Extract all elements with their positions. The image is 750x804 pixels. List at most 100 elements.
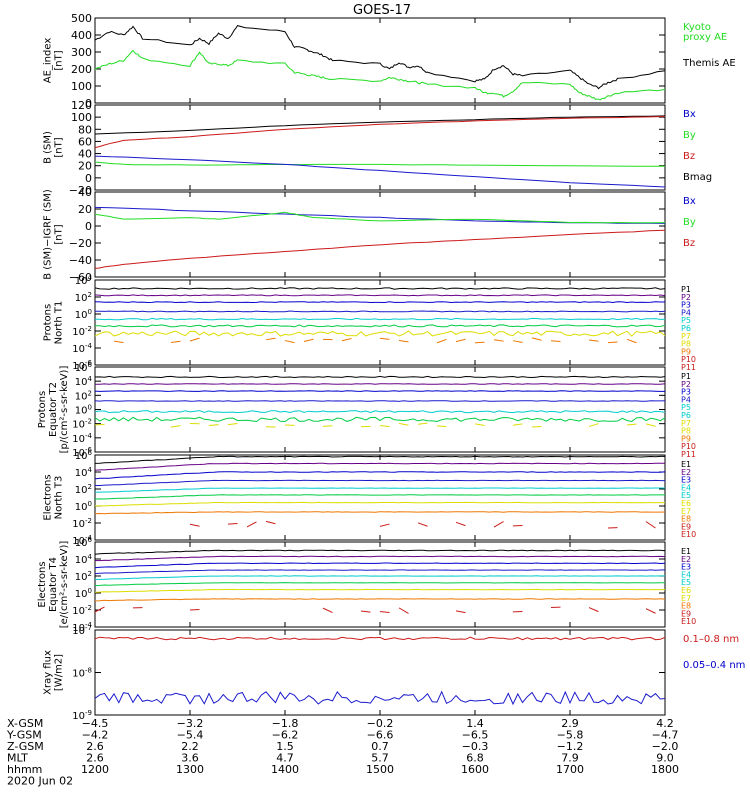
y-tick-label-prot1-1: 102 xyxy=(75,291,92,304)
series-elec4-E9-seg-64 xyxy=(399,608,409,614)
series-elec4-E9-seg-20 xyxy=(190,609,200,610)
series-elec3-E9-seg-60 xyxy=(380,524,390,526)
y-tick-label-bdiff-2: 0 xyxy=(85,220,92,233)
series-prot2-P3 xyxy=(95,391,665,392)
panel-frame-elec4 xyxy=(95,542,665,627)
y-axis-label-prot1-1: North T1 xyxy=(54,301,65,345)
legend-xray-0-0: 0.1–0.8 nm xyxy=(683,634,739,645)
series-ae-Themis AE xyxy=(95,26,665,89)
y-tick-label-bdiff-3: −20 xyxy=(69,237,92,250)
y-tick-label-prot1-3: 10-2 xyxy=(72,325,92,338)
y-axis-label-xray-1: [W/m2] xyxy=(54,654,65,691)
plot-title: GOES-17 xyxy=(353,3,411,18)
y-tick-label-elec3-1: 104 xyxy=(75,466,93,479)
series-elec4-E5 xyxy=(95,576,665,580)
series-elec3-E9-seg-84 xyxy=(494,522,504,527)
series-prot2-P7-seg-116 xyxy=(646,424,656,427)
series-prot1-P8-seg-16 xyxy=(171,341,181,342)
y-axis-label-bdiff-0: B (SM)−IGRF (SM) xyxy=(43,189,54,280)
series-prot1-P6 xyxy=(95,325,665,327)
panel-frame-prot2 xyxy=(95,367,665,452)
y-tick-label-ae-4: 100 xyxy=(71,80,92,93)
series-prot1-P8-seg-64 xyxy=(399,341,409,342)
y-tick-label-bsm-3: 60 xyxy=(78,135,92,148)
y-tick-label-elec4-3: 100 xyxy=(75,587,92,600)
y-axis-label-prot2-1: Equator T2 xyxy=(48,382,59,437)
y-tick-label-prot2-4: 10-2 xyxy=(72,418,92,431)
series-elec4-E9-seg-56 xyxy=(361,611,371,612)
y-tick-label-elec3-3: 100 xyxy=(75,500,92,513)
legend-bdiff-2-0: Bz xyxy=(683,238,695,249)
y-axis-label-prot2-2: [p/(cm²-s-sr-keV)] xyxy=(59,366,70,454)
y-tick-label-ae-2: 300 xyxy=(71,46,92,59)
y-tick-label-bsm-2: 80 xyxy=(78,123,92,136)
legend-elec3-9-0: E10 xyxy=(681,530,696,539)
series-prot2-P7-seg-48 xyxy=(323,426,333,427)
y-axis-label-bsm-1: [nT] xyxy=(54,137,65,157)
series-prot2-P2 xyxy=(95,384,665,385)
y-axis-label-elec4-1: Equator T4 xyxy=(48,557,59,612)
series-prot2-P7-seg-68 xyxy=(418,423,428,424)
series-elec3-E8 xyxy=(95,512,665,514)
y-tick-label-bdiff-4: −40 xyxy=(69,254,92,267)
series-prot1-P8-seg-36 xyxy=(266,338,276,339)
xaxis-value-4-3: 1500 xyxy=(366,763,394,776)
series-elec3-E6 xyxy=(95,495,665,499)
series-prot1-P8-seg-92 xyxy=(532,338,542,340)
series-prot1-P8-seg-96 xyxy=(551,341,561,342)
y-tick-label-ae-0: 500 xyxy=(71,12,92,25)
series-prot2-P6 xyxy=(95,417,665,421)
xaxis-value-4-0: 1200 xyxy=(81,763,109,776)
y-tick-label-elec3-0: 106 xyxy=(75,449,93,462)
y-tick-label-bsm-6: 0 xyxy=(85,172,92,185)
series-elec3-E9-seg-20 xyxy=(190,524,200,526)
series-elec3-E9-seg-28 xyxy=(228,523,238,524)
series-elec4-E2 xyxy=(95,556,665,560)
series-prot1-P3 xyxy=(95,302,665,303)
series-ae-Kyoto proxy AE xyxy=(95,51,665,100)
series-elec4-E9-seg-0 xyxy=(95,607,105,612)
y-tick-label-bsm-0: 120 xyxy=(71,99,92,112)
series-elec3-E9-seg-116 xyxy=(646,522,656,528)
legend-bdiff-0-0: Bx xyxy=(683,196,696,207)
series-prot1-P8-seg-72 xyxy=(437,339,447,343)
y-tick-label-elec3-2: 102 xyxy=(75,483,92,496)
series-elec4-E9-seg-76 xyxy=(456,611,466,613)
series-elec3-E9-seg-36 xyxy=(266,521,276,523)
series-prot2-P7-seg-16 xyxy=(171,426,181,428)
y-axis-label-ae-1: [nT] xyxy=(54,50,65,70)
series-prot2-P5 xyxy=(95,411,665,413)
series-prot2-P4 xyxy=(95,401,665,402)
y-tick-label-bsm-5: 20 xyxy=(78,160,92,173)
series-prot1-P8-seg-84 xyxy=(494,340,504,341)
y-axis-label-elec4-0: Electrons xyxy=(37,561,48,607)
y-tick-label-elec3-4: 10-2 xyxy=(72,517,92,530)
series-prot2-P7-seg-72 xyxy=(437,426,447,427)
y-tick-label-prot2-5: 10-4 xyxy=(72,432,92,445)
legend-bdiff-1-0: By xyxy=(683,217,696,228)
series-prot1-P5 xyxy=(95,318,665,319)
y-tick-label-bsm-4: 40 xyxy=(78,148,92,161)
series-elec3-E7 xyxy=(95,502,665,506)
legend-xray-1-0: 0.05–0.4 nm xyxy=(683,660,745,671)
series-prot1-P1 xyxy=(95,288,665,289)
y-tick-label-prot1-4: 10-4 xyxy=(72,342,92,355)
legend-bsm-1-0: By xyxy=(683,130,696,141)
series-bsm-Bz xyxy=(95,117,665,148)
panel-frame-xray xyxy=(95,630,665,715)
series-bsm-By xyxy=(95,162,665,166)
legend-prot2-10-0: P11 xyxy=(681,450,696,459)
legend-elec4-9-0: E10 xyxy=(681,617,696,626)
legend-ae-1-0: Themis AE xyxy=(682,58,736,69)
series-prot2-P1 xyxy=(95,376,665,377)
series-elec3-E9-seg-76 xyxy=(456,522,466,525)
series-xray-0.05–0.4 nm xyxy=(95,692,665,704)
series-prot1-P8-seg-52 xyxy=(342,339,352,341)
series-prot1-P8-seg-40 xyxy=(285,341,295,343)
y-tick-label-elec4-2: 102 xyxy=(75,570,92,583)
panel-frame-bdiff xyxy=(95,192,665,277)
y-tick-label-elec4-0: 106 xyxy=(75,536,93,549)
series-prot2-P7-seg-60 xyxy=(380,426,390,427)
